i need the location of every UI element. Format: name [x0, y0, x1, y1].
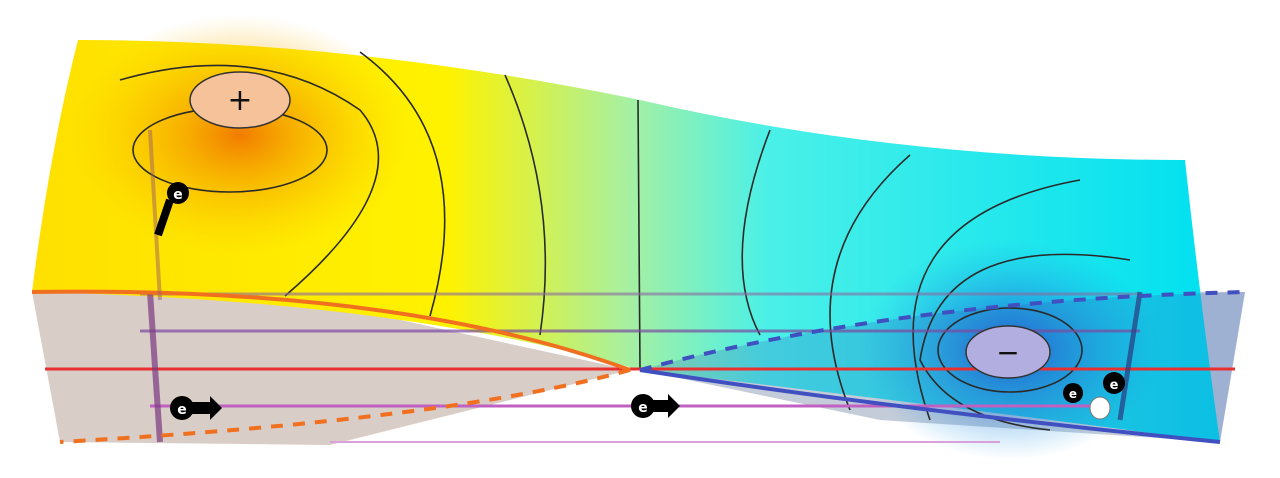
electron-4: e	[1063, 383, 1083, 403]
electron-2: e	[170, 396, 222, 420]
source-glow	[70, 15, 410, 255]
left-dashed-edge	[59, 368, 631, 444]
right-dashed-edge	[639, 290, 1246, 372]
negative-sign: −	[996, 336, 1019, 369]
svg-text:e: e	[173, 187, 183, 203]
electron-3: e	[631, 394, 680, 418]
equipotential-lines	[119, 51, 1131, 431]
svg-text:e: e	[1069, 387, 1077, 401]
negative-electrode: −	[965, 325, 1051, 379]
hole-marker	[1089, 396, 1111, 420]
svg-text:e: e	[638, 400, 648, 416]
svg-text:e: e	[177, 402, 187, 418]
electron-1: e	[154, 182, 189, 237]
svg-text:e: e	[1110, 378, 1119, 393]
right-edge	[639, 368, 1221, 444]
positive-sign: +	[227, 83, 252, 118]
positive-electrode: +	[189, 71, 291, 129]
electron-5: e	[1103, 372, 1125, 394]
left-edge	[31, 289, 631, 372]
